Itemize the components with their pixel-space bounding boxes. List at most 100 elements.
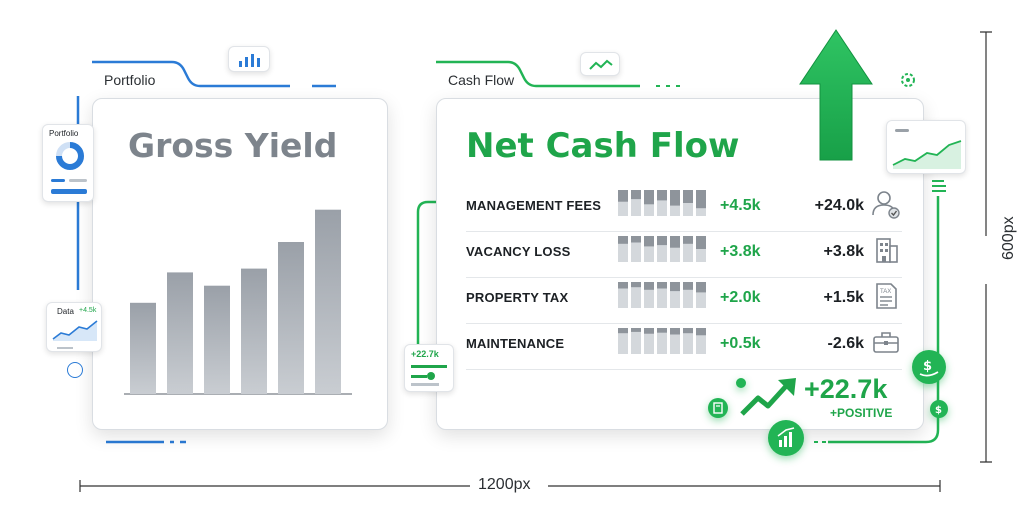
data-mini-card[interactable]: Data +4.5k xyxy=(46,302,102,352)
spark-bar xyxy=(631,328,641,332)
row-label: VACANCY LOSS xyxy=(466,244,571,259)
spark-bar xyxy=(683,282,693,290)
chart-bar xyxy=(130,302,156,394)
mini-line xyxy=(51,179,65,182)
spark-bar-bg xyxy=(670,328,680,354)
spark-bar xyxy=(683,190,693,203)
spark-bar-bg xyxy=(618,190,628,216)
row-sparkbars xyxy=(618,328,706,354)
row-label: PROPERTY TAX xyxy=(466,290,569,305)
spark-bar xyxy=(618,282,628,289)
growth-chart-icon[interactable] xyxy=(768,420,804,456)
spark-bar-bg xyxy=(644,328,654,354)
spark-bar xyxy=(696,190,706,209)
cash-flow-row-management-fees[interactable]: MANAGEMENT FEES +4.5k +24.0k xyxy=(466,186,902,232)
mini-button xyxy=(51,189,87,194)
slider-widget[interactable]: +22.7k xyxy=(404,344,454,392)
spark-bar-bg xyxy=(631,236,641,262)
row-delta: +3.8k xyxy=(720,243,761,260)
portfolio-mini-card[interactable]: Portfolio xyxy=(42,124,94,202)
bar-chart-badge xyxy=(228,46,270,72)
spark-bar-bg xyxy=(683,282,693,308)
toolbox-icon xyxy=(873,332,899,353)
cash-flow-row-property-tax[interactable]: PROPERTY TAX +2.0k +1.5k TAX xyxy=(466,278,902,324)
trend-line-icon xyxy=(589,59,613,70)
calculator-icon[interactable] xyxy=(708,398,728,418)
spark-bar xyxy=(670,328,680,335)
chart-bar xyxy=(315,209,341,394)
spark-bar xyxy=(618,328,628,334)
gross-yield-chart xyxy=(124,209,352,395)
spark-bar xyxy=(644,282,654,290)
spark-bar xyxy=(657,282,667,289)
big-up-arrow-icon xyxy=(799,29,873,161)
row-total: +1.5k xyxy=(823,289,864,306)
row-label: MAINTENANCE xyxy=(466,336,565,351)
spark-bar-bg xyxy=(618,236,628,262)
spark-bar xyxy=(644,190,654,205)
gross-yield-title: Gross Yield xyxy=(128,126,338,165)
spark-bar xyxy=(670,282,680,292)
spark-bar xyxy=(670,236,680,248)
spark-bar xyxy=(618,236,628,244)
portfolio-mini-title: Portfolio xyxy=(49,129,79,138)
mini-line xyxy=(57,347,73,349)
cash-flow-row-maintenance[interactable]: MAINTENANCE +0.5k -2.6k xyxy=(466,324,902,370)
spark-bar-bg xyxy=(683,328,693,354)
spark-bar xyxy=(631,236,641,243)
area-chart-icon xyxy=(52,320,98,341)
spark-bar-bg xyxy=(657,282,667,308)
slider-track xyxy=(411,365,447,368)
spark-bar-bg xyxy=(644,282,654,308)
net-cash-flow-title: Net Cash Flow xyxy=(466,126,740,166)
spark-bar xyxy=(683,236,693,244)
spark-bar-bg xyxy=(618,282,628,308)
filter-lines-icon xyxy=(932,180,946,192)
list-icon xyxy=(67,362,83,378)
summary-value: +22.7k xyxy=(804,374,888,404)
chart-bar xyxy=(278,242,304,394)
building-icon xyxy=(876,238,898,263)
spark-bar-bg xyxy=(657,328,667,354)
row-sparkbars xyxy=(618,190,706,216)
donut-chart-icon xyxy=(56,142,84,170)
spark-bar-bg xyxy=(670,282,680,308)
spark-bar xyxy=(696,282,706,293)
mini-line xyxy=(895,129,909,132)
trend-mini-card[interactable] xyxy=(886,120,966,174)
spark-bar-bg xyxy=(657,236,667,262)
tab-portfolio[interactable]: Portfolio xyxy=(104,72,156,88)
width-dimension-label: 1200px xyxy=(478,476,531,493)
row-delta: +0.5k xyxy=(720,335,761,352)
summary-label: +POSITIVE xyxy=(830,406,893,420)
spark-bar xyxy=(631,190,641,200)
row-total: +3.8k xyxy=(823,243,864,260)
row-label: MANAGEMENT FEES xyxy=(466,198,602,213)
spark-bar-bg xyxy=(696,282,706,308)
row-delta: +4.5k xyxy=(720,197,761,214)
row-total: +24.0k xyxy=(814,197,864,214)
spark-bar xyxy=(696,328,706,336)
slider-track xyxy=(411,383,439,386)
trend-badge xyxy=(580,52,620,76)
spark-bar xyxy=(670,190,680,206)
data-mini-title: Data xyxy=(57,307,74,316)
spark-bar xyxy=(683,328,693,334)
spark-bar-bg xyxy=(631,190,641,216)
spark-bar-bg xyxy=(657,190,667,216)
row-total: -2.6k xyxy=(827,335,864,352)
spark-bar xyxy=(644,328,654,334)
spark-bar-bg xyxy=(670,236,680,262)
spark-bar xyxy=(657,190,667,201)
small-badge-icon xyxy=(736,378,746,388)
spark-bar xyxy=(696,236,706,249)
area-chart-icon xyxy=(892,140,962,169)
row-sparkbars xyxy=(618,236,706,262)
mini-line xyxy=(69,179,87,182)
cash-flow-row-vacancy-loss[interactable]: VACANCY LOSS +3.8k +3.8k xyxy=(466,232,902,278)
tab-cash-flow[interactable]: Cash Flow xyxy=(448,72,515,88)
dollar-coin-icon[interactable]: $ xyxy=(930,400,948,418)
money-hand-icon[interactable]: $ xyxy=(912,350,946,384)
spark-bar xyxy=(631,282,641,288)
slider-handle[interactable] xyxy=(427,372,435,380)
